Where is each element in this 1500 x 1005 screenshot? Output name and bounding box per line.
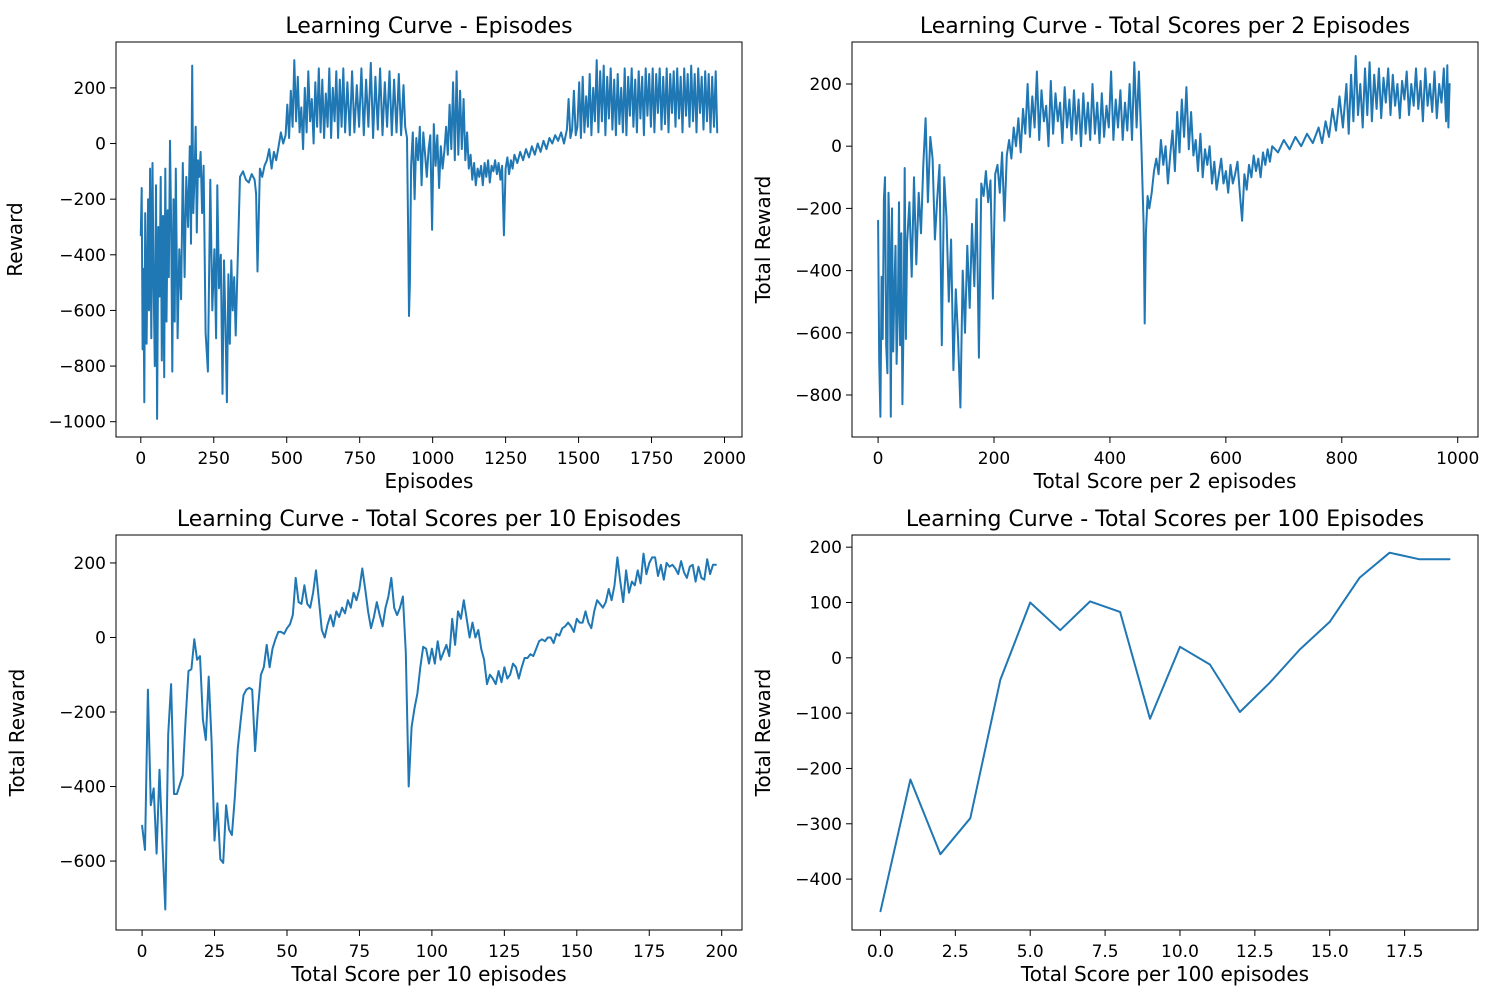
chart-3-x-tick-label: 50: [276, 942, 298, 962]
chart-4-y-tick-label: 100: [810, 593, 842, 613]
chart-4-x-tick-label: 17.5: [1386, 942, 1424, 962]
chart-3-x-tick-label: 125: [488, 942, 520, 962]
chart-3-x-tick-label: 0: [137, 942, 148, 962]
chart-2-x-tick-label: 200: [978, 449, 1010, 469]
chart-2-x-tick-label: 600: [1210, 449, 1242, 469]
chart-2-plot-frame: [851, 41, 1479, 438]
chart-4-plot-frame: [851, 534, 1479, 931]
chart-4-x-tick-label: 0.0: [867, 942, 894, 962]
chart-3-x-tick-label: 75: [349, 942, 371, 962]
chart-4-y-tick-label: 200: [810, 538, 842, 558]
chart-1-x-tick-label: 250: [198, 449, 230, 469]
chart-2-y-axis-label: Total Reward: [751, 176, 775, 305]
chart-3-y-tick-label: −400: [59, 778, 106, 798]
chart-3-y-tick-label: −600: [59, 852, 106, 872]
chart-2-y-tick-label: 0: [831, 137, 842, 157]
chart-3-y-tick-label: 0: [95, 628, 106, 648]
chart-2-title: Learning Curve - Total Scores per 2 Epis…: [920, 14, 1410, 39]
chart-3-series-line-1: [141, 552, 717, 911]
chart-1-y-tick-label: 200: [74, 79, 106, 99]
chart-4-x-tick-label: 12.5: [1236, 942, 1274, 962]
chart-4-x-tick-label: 5.0: [1017, 942, 1044, 962]
chart-1-x-tick-label: 500: [271, 449, 303, 469]
chart-3-x-tick-label: 150: [561, 942, 593, 962]
chart-1-y-tick-label: −800: [59, 357, 106, 377]
chart-4-x-tick-label: 2.5: [942, 942, 969, 962]
chart-2-y-tick-label: 200: [810, 75, 842, 95]
chart-4-y-tick-label: −100: [795, 704, 842, 724]
chart-3-x-tick-label: 100: [416, 942, 448, 962]
chart-1-x-tick-label: 1000: [411, 449, 454, 469]
chart-4-title: Learning Curve - Total Scores per 100 Ep…: [906, 507, 1424, 532]
chart-3-x-axis-label: Total Score per 10 episodes: [290, 962, 566, 986]
chart-1-y-tick-label: −400: [59, 246, 106, 266]
chart-3-plot-frame: [115, 534, 743, 931]
chart-2-x-axis-label: Total Score per 2 episodes: [1033, 469, 1297, 493]
chart-2-x-tick-label: 800: [1326, 449, 1358, 469]
chart-1-x-tick-label: 750: [343, 449, 375, 469]
chart-4-x-tick-label: 7.5: [1092, 942, 1119, 962]
chart-4-x-tick-label: 15.0: [1311, 942, 1349, 962]
chart-2-y-tick-label: −200: [795, 199, 842, 219]
chart-1-x-axis-label: Episodes: [385, 469, 474, 493]
chart-4-series-line-1: [879, 551, 1451, 913]
chart-1-x-tick-label: 0: [135, 449, 146, 469]
chart-1-series-line-1: [139, 59, 719, 420]
chart-4-y-tick-label: 0: [831, 649, 842, 669]
chart-3-title: Learning Curve - Total Scores per 10 Epi…: [177, 507, 681, 532]
chart-4-y-tick-label: −200: [795, 759, 842, 779]
chart-1-y-tick-label: 0: [95, 135, 106, 155]
chart-4-y-tick-label: −400: [795, 870, 842, 890]
chart-1-y-tick-label: −1000: [48, 413, 106, 433]
chart-1-x-tick-label: 1750: [630, 449, 673, 469]
chart-2-series-line-1: [877, 55, 1451, 418]
chart-1-y-axis-label: Reward: [3, 202, 27, 276]
chart-1-y-tick-label: −600: [59, 301, 106, 321]
chart-2-y-tick-label: −600: [795, 324, 842, 344]
chart-2-y-tick-label: −800: [795, 386, 842, 406]
chart-3-x-tick-label: 175: [633, 942, 665, 962]
chart-3-x-tick-label: 200: [705, 942, 737, 962]
chart-2-x-tick-label: 0: [873, 449, 884, 469]
chart-3-y-tick-label: 200: [74, 554, 106, 574]
chart-1-x-tick-label: 2000: [703, 449, 746, 469]
chart-2-y-tick-label: −400: [795, 262, 842, 282]
chart-2-x-tick-label: 1000: [1436, 449, 1479, 469]
chart-4-y-axis-label: Total Reward: [751, 669, 775, 798]
chart-3-x-tick-label: 25: [204, 942, 226, 962]
chart-1-x-tick-label: 1250: [484, 449, 527, 469]
chart-1-title: Learning Curve - Episodes: [285, 14, 572, 39]
chart-4-x-tick-label: 10.0: [1161, 942, 1199, 962]
chart-1-x-tick-label: 1500: [557, 449, 600, 469]
chart-3-y-axis-label: Total Reward: [5, 669, 29, 798]
chart-4-x-axis-label: Total Score per 100 episodes: [1020, 962, 1309, 986]
chart-4-y-tick-label: −300: [795, 815, 842, 835]
chart-1-plot-frame: [115, 41, 743, 438]
chart-2-x-tick-label: 400: [1094, 449, 1126, 469]
chart-1-y-tick-label: −200: [59, 190, 106, 210]
chart-3-y-tick-label: −200: [59, 703, 106, 723]
